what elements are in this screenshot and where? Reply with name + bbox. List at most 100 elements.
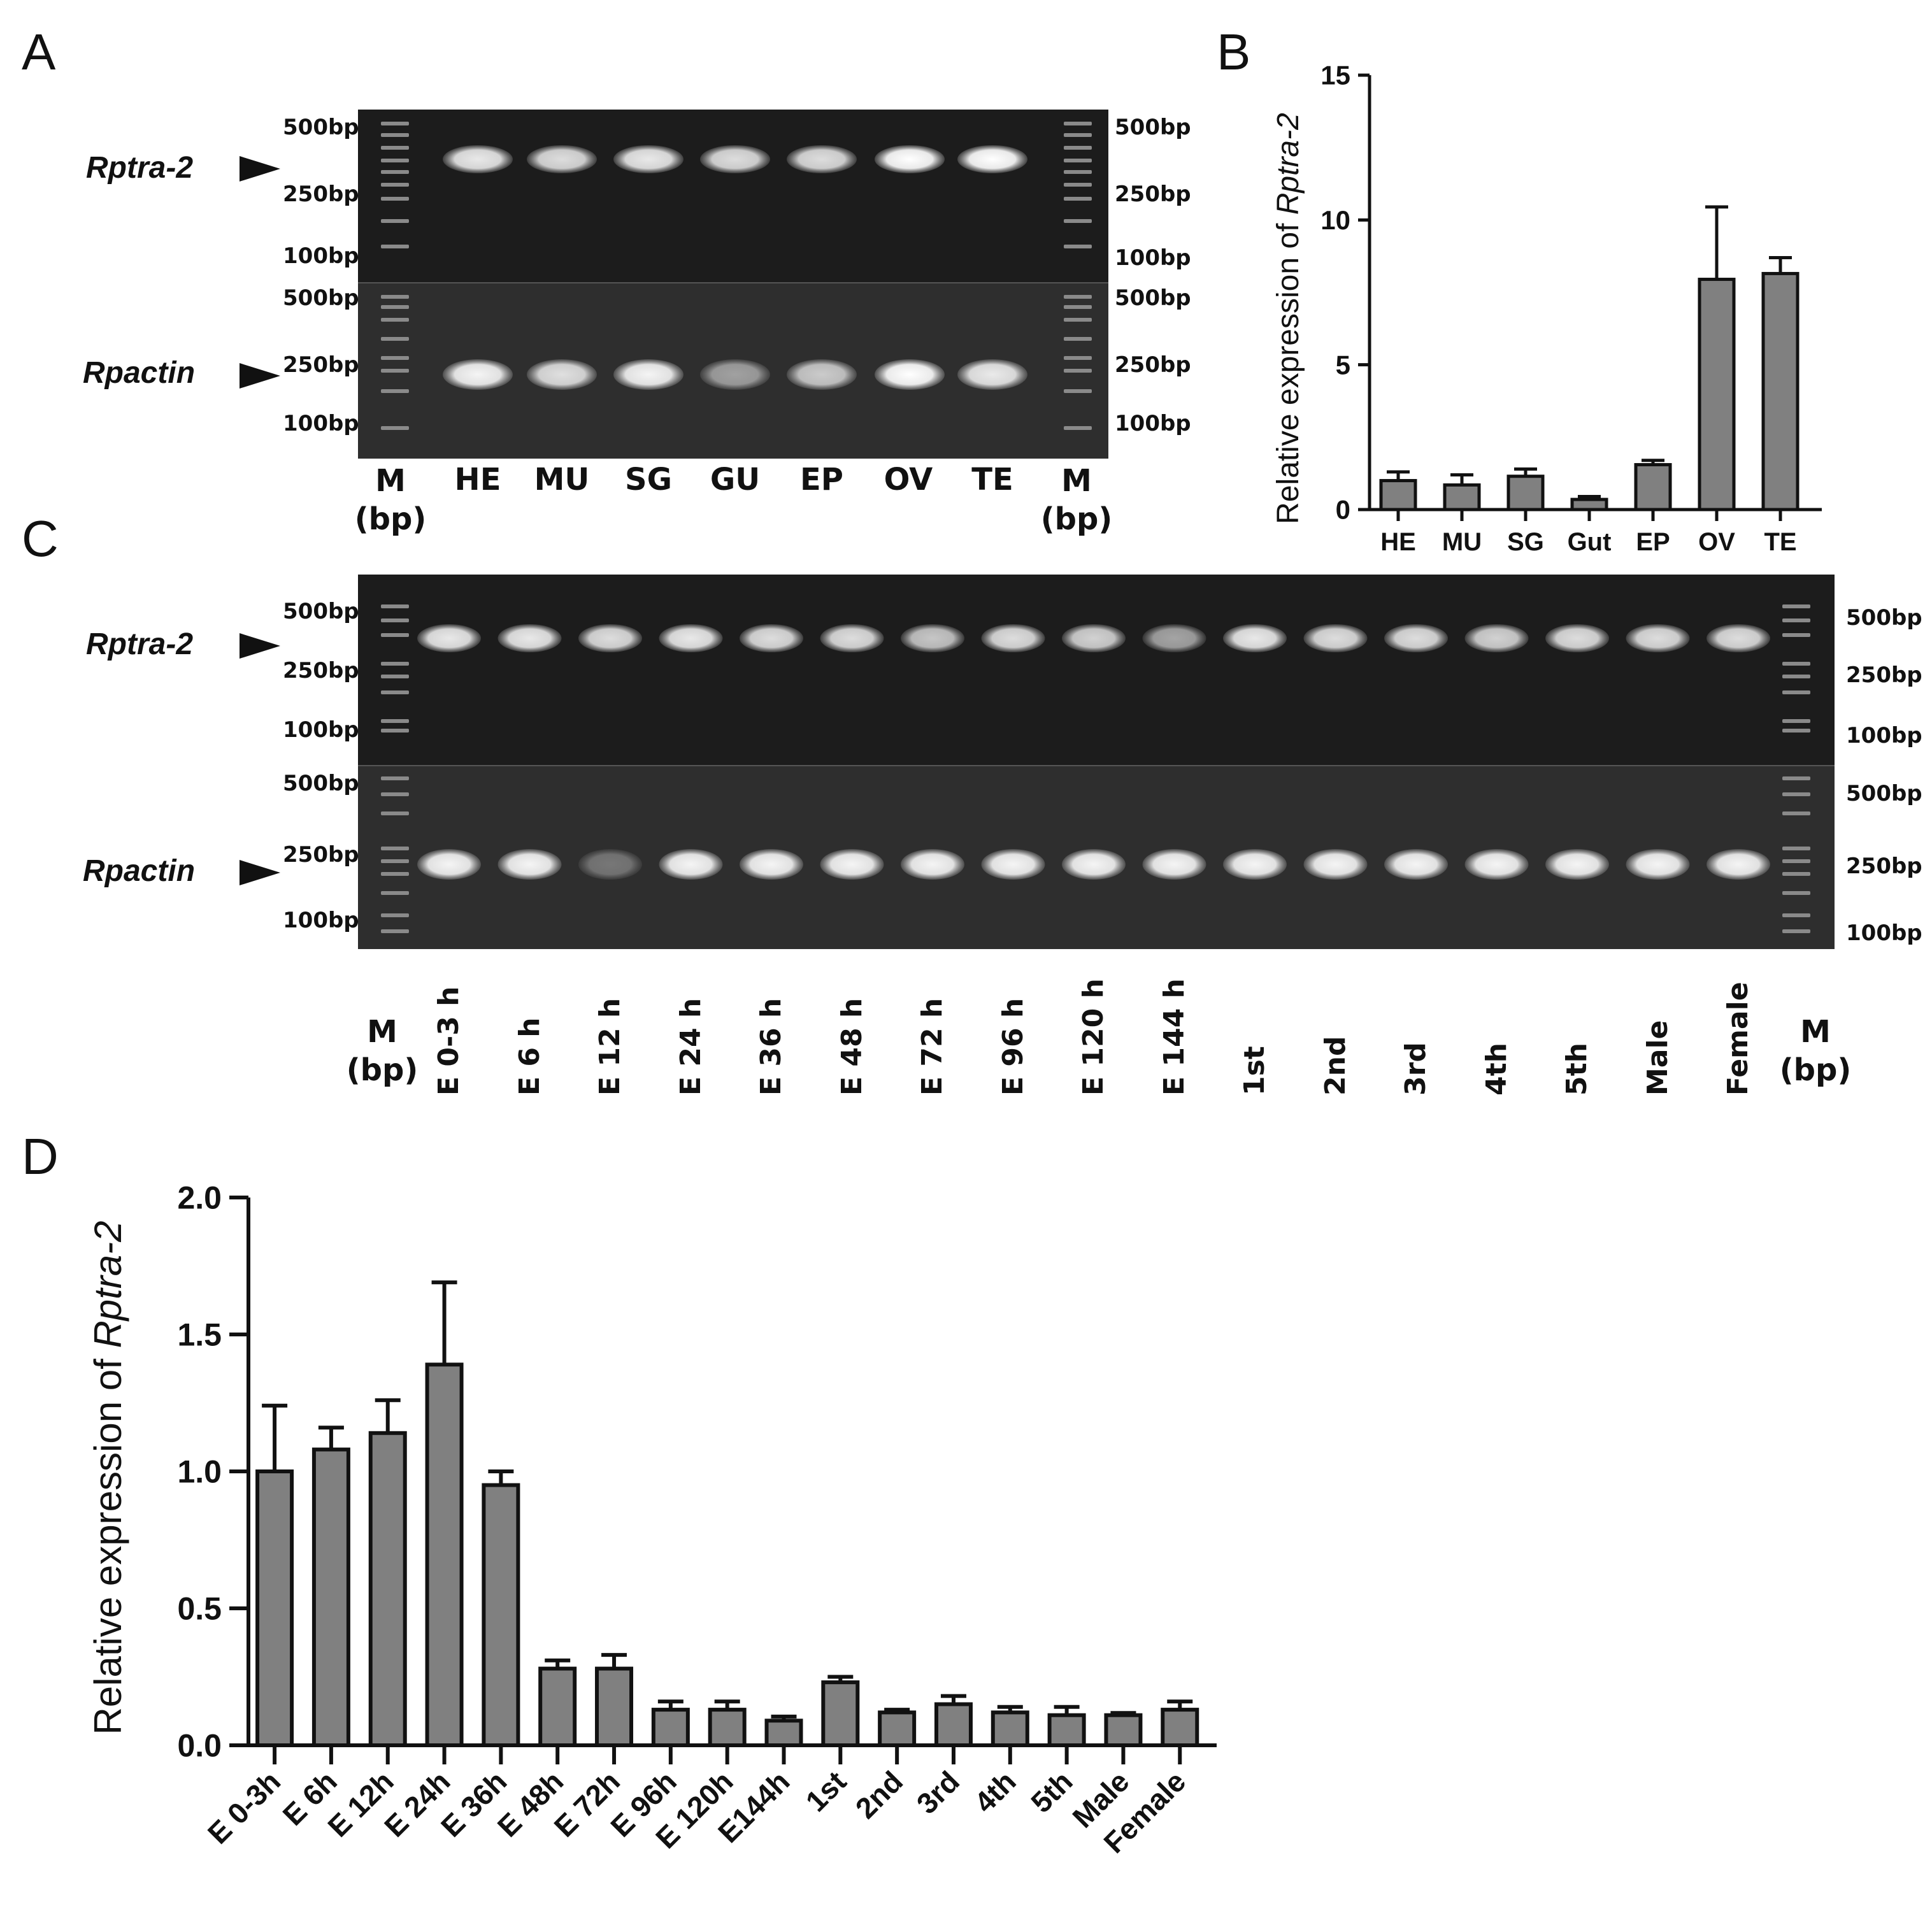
ladder-band bbox=[381, 318, 409, 322]
y-tick-label: 0.5 bbox=[177, 1591, 222, 1627]
lane-label: Male bbox=[1641, 1020, 1674, 1096]
ladder-band bbox=[381, 604, 409, 608]
reference-band bbox=[1223, 849, 1287, 880]
ladder-band bbox=[381, 847, 409, 850]
ladder-band bbox=[1782, 847, 1810, 850]
lane-label: TE bbox=[971, 462, 1013, 497]
bar bbox=[708, 1708, 747, 1747]
bar bbox=[1634, 463, 1672, 511]
reference-band bbox=[497, 849, 562, 880]
ladder-band bbox=[381, 337, 409, 341]
y-tick-label: 2.0 bbox=[177, 1180, 222, 1216]
reference-band bbox=[787, 359, 857, 390]
ladder-band bbox=[1782, 662, 1810, 666]
target-band bbox=[700, 145, 770, 173]
y-tick-label: 5 bbox=[1336, 350, 1350, 380]
ladder-band bbox=[381, 183, 409, 187]
marker-unit: (bp) bbox=[346, 1052, 419, 1088]
panel-label-b: B bbox=[1217, 24, 1251, 80]
ladder-label: 250bp bbox=[283, 658, 359, 683]
x-tick-label: MU bbox=[1442, 528, 1482, 556]
marker-label: M bbox=[375, 463, 406, 499]
reference-band bbox=[1062, 849, 1126, 880]
ladder-label: 250bp bbox=[283, 182, 359, 207]
ladder-label: 100bp bbox=[283, 243, 359, 269]
bar bbox=[651, 1708, 690, 1747]
ladder-band bbox=[1782, 618, 1810, 622]
lane-label: EP bbox=[800, 462, 843, 497]
x-tick-label: OV bbox=[1698, 528, 1735, 556]
ladder-band bbox=[1064, 426, 1092, 430]
ladder-band bbox=[1782, 811, 1810, 815]
ladder-band bbox=[381, 891, 409, 895]
ladder-band bbox=[381, 729, 409, 733]
ladder-band bbox=[1782, 633, 1810, 637]
ladder-band bbox=[1782, 859, 1810, 863]
reference-band bbox=[527, 359, 597, 390]
panel-label-d: D bbox=[22, 1128, 59, 1185]
reference-band bbox=[1626, 849, 1690, 880]
ladder-band bbox=[381, 859, 409, 863]
ladder-band bbox=[381, 872, 409, 876]
y-tick-label: 0 bbox=[1336, 495, 1350, 525]
lane-label: E 144 h bbox=[1157, 978, 1191, 1096]
reference-band bbox=[578, 849, 642, 880]
ladder-band bbox=[381, 690, 409, 694]
lane-label: SG bbox=[625, 462, 672, 497]
target-band bbox=[740, 624, 803, 652]
target-band bbox=[497, 624, 562, 652]
ladder-band bbox=[381, 170, 409, 174]
bar bbox=[1698, 278, 1736, 511]
x-tick-label: Gut bbox=[1568, 528, 1612, 556]
reference-band bbox=[1384, 849, 1448, 880]
reference-band bbox=[820, 849, 884, 880]
reference-band bbox=[740, 849, 803, 880]
y-tick-label: 15 bbox=[1320, 61, 1350, 90]
ladder-band bbox=[381, 662, 409, 666]
ladder-band bbox=[381, 929, 409, 933]
x-tick-label: 1st bbox=[799, 1764, 853, 1818]
lane-label: E 24 h bbox=[674, 997, 707, 1096]
ladder-band bbox=[381, 426, 409, 430]
ladder-band bbox=[1782, 729, 1810, 733]
ladder-label: 250bp bbox=[1846, 854, 1922, 879]
ladder-band bbox=[381, 197, 409, 201]
gel-image-a bbox=[358, 110, 1108, 459]
reference-band bbox=[1464, 849, 1529, 880]
y-tick-label: 0.0 bbox=[177, 1728, 222, 1764]
y-axis-label-prefix: Relative expression of bbox=[1271, 215, 1305, 524]
ladder-band bbox=[1782, 913, 1810, 917]
ladder-label: 100bp bbox=[283, 411, 359, 436]
ladder-band bbox=[381, 133, 409, 137]
gene-label-reference-a: Rpactin bbox=[83, 356, 196, 390]
marker-label: M bbox=[1800, 1014, 1831, 1050]
x-tick-label: 2nd bbox=[849, 1764, 910, 1825]
marker-unit: (bp) bbox=[1779, 1052, 1852, 1088]
ladder-band bbox=[1782, 675, 1810, 678]
ladder-band bbox=[1064, 197, 1092, 201]
reference-band bbox=[981, 849, 1045, 880]
target-band bbox=[1223, 624, 1287, 652]
target-band bbox=[443, 145, 513, 173]
lane-label: E 6 h bbox=[513, 1017, 546, 1096]
lane-label: 5th bbox=[1561, 1043, 1593, 1096]
ladder-band bbox=[1782, 604, 1810, 608]
gel-image-c bbox=[358, 575, 1835, 949]
ladder-band bbox=[1064, 245, 1092, 248]
bar bbox=[1047, 1713, 1086, 1748]
gene-label-target-c: Rptra-2 bbox=[86, 627, 194, 661]
target-band bbox=[659, 624, 723, 652]
ladder-band bbox=[1782, 776, 1810, 780]
panel-label-c: C bbox=[22, 510, 59, 567]
reference-band bbox=[1707, 849, 1770, 880]
lane-label: E 120 h bbox=[1077, 978, 1110, 1096]
ladder-band bbox=[381, 369, 409, 373]
bar bbox=[934, 1702, 973, 1747]
ladder-label: 250bp bbox=[283, 352, 359, 378]
ladder-label: 500bp bbox=[1115, 115, 1191, 140]
lane-label: 4th bbox=[1480, 1043, 1513, 1096]
target-band bbox=[1707, 624, 1770, 652]
x-tick-label: E 72h bbox=[548, 1764, 627, 1843]
marker-label: M bbox=[1061, 463, 1092, 499]
ladder-band bbox=[1064, 318, 1092, 322]
